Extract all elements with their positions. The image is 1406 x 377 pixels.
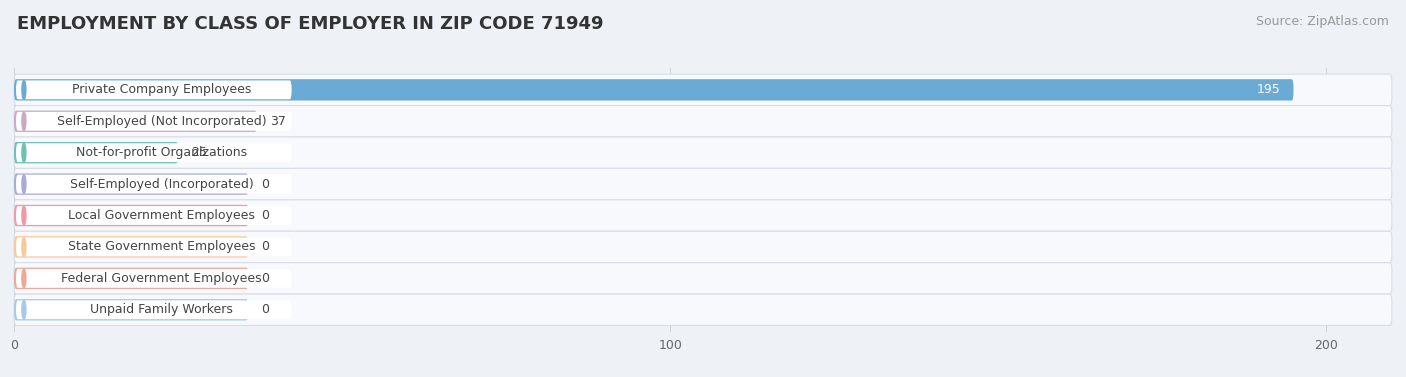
Circle shape bbox=[22, 238, 25, 256]
FancyBboxPatch shape bbox=[15, 143, 291, 162]
Circle shape bbox=[22, 269, 25, 288]
FancyBboxPatch shape bbox=[14, 268, 249, 289]
FancyBboxPatch shape bbox=[14, 299, 249, 320]
FancyBboxPatch shape bbox=[14, 231, 1392, 263]
FancyBboxPatch shape bbox=[14, 200, 1392, 231]
FancyBboxPatch shape bbox=[14, 142, 179, 163]
Text: 0: 0 bbox=[262, 209, 270, 222]
Text: EMPLOYMENT BY CLASS OF EMPLOYER IN ZIP CODE 71949: EMPLOYMENT BY CLASS OF EMPLOYER IN ZIP C… bbox=[17, 15, 603, 33]
FancyBboxPatch shape bbox=[14, 110, 257, 132]
FancyBboxPatch shape bbox=[14, 205, 249, 226]
FancyBboxPatch shape bbox=[14, 79, 1294, 101]
Text: Unpaid Family Workers: Unpaid Family Workers bbox=[90, 303, 233, 316]
FancyBboxPatch shape bbox=[14, 106, 1392, 137]
Text: 0: 0 bbox=[262, 272, 270, 285]
Circle shape bbox=[22, 206, 25, 225]
Text: 37: 37 bbox=[270, 115, 285, 128]
Text: Not-for-profit Organizations: Not-for-profit Organizations bbox=[76, 146, 247, 159]
Text: Self-Employed (Incorporated): Self-Employed (Incorporated) bbox=[70, 178, 253, 191]
FancyBboxPatch shape bbox=[15, 300, 291, 319]
FancyBboxPatch shape bbox=[14, 236, 249, 257]
FancyBboxPatch shape bbox=[15, 238, 291, 256]
Circle shape bbox=[22, 143, 25, 162]
Text: Source: ZipAtlas.com: Source: ZipAtlas.com bbox=[1256, 15, 1389, 28]
Text: Self-Employed (Not Incorporated): Self-Employed (Not Incorporated) bbox=[56, 115, 267, 128]
Circle shape bbox=[22, 300, 25, 319]
FancyBboxPatch shape bbox=[15, 206, 291, 225]
FancyBboxPatch shape bbox=[14, 173, 249, 195]
FancyBboxPatch shape bbox=[14, 263, 1392, 294]
FancyBboxPatch shape bbox=[15, 112, 291, 131]
FancyBboxPatch shape bbox=[14, 294, 1392, 325]
FancyBboxPatch shape bbox=[14, 137, 1392, 169]
FancyBboxPatch shape bbox=[14, 74, 1392, 106]
FancyBboxPatch shape bbox=[15, 269, 291, 288]
Circle shape bbox=[22, 175, 25, 193]
Text: Federal Government Employees: Federal Government Employees bbox=[62, 272, 262, 285]
Text: 0: 0 bbox=[262, 178, 270, 191]
Text: 0: 0 bbox=[262, 303, 270, 316]
FancyBboxPatch shape bbox=[15, 80, 291, 99]
Text: Private Company Employees: Private Company Employees bbox=[72, 83, 252, 97]
Text: State Government Employees: State Government Employees bbox=[67, 241, 256, 253]
Circle shape bbox=[22, 112, 25, 131]
FancyBboxPatch shape bbox=[14, 169, 1392, 200]
Text: Local Government Employees: Local Government Employees bbox=[69, 209, 254, 222]
Circle shape bbox=[22, 80, 25, 99]
FancyBboxPatch shape bbox=[15, 175, 291, 193]
Text: 0: 0 bbox=[262, 241, 270, 253]
Text: 195: 195 bbox=[1257, 83, 1281, 97]
Text: 25: 25 bbox=[191, 146, 207, 159]
